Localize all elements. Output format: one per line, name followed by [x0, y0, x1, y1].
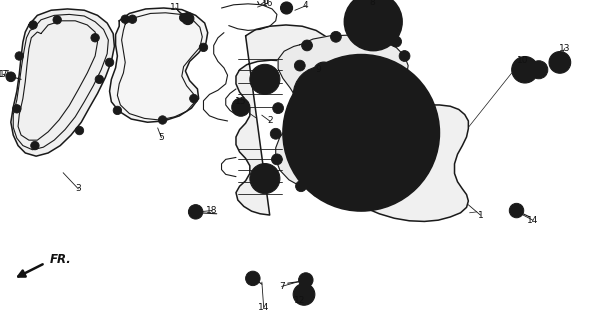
Circle shape [302, 40, 312, 51]
Text: 11: 11 [170, 4, 182, 12]
Circle shape [121, 15, 129, 23]
Text: 6: 6 [262, 0, 268, 6]
Circle shape [273, 103, 284, 114]
Circle shape [246, 271, 260, 286]
Circle shape [281, 2, 293, 14]
Circle shape [316, 88, 406, 178]
Circle shape [190, 94, 198, 103]
Circle shape [294, 60, 305, 71]
Text: 15: 15 [235, 97, 247, 106]
Text: 1: 1 [477, 211, 483, 220]
Circle shape [272, 154, 282, 165]
Circle shape [330, 187, 341, 197]
Circle shape [199, 43, 208, 52]
Circle shape [549, 52, 571, 73]
Circle shape [283, 54, 439, 211]
Text: 13: 13 [559, 44, 571, 53]
Circle shape [295, 67, 427, 199]
Circle shape [31, 141, 39, 150]
Circle shape [334, 106, 388, 160]
Circle shape [95, 75, 104, 84]
Circle shape [367, 30, 377, 41]
Circle shape [299, 273, 313, 287]
Circle shape [312, 186, 323, 197]
Text: 14: 14 [258, 303, 269, 312]
Circle shape [15, 52, 23, 60]
Circle shape [352, 1, 394, 43]
Circle shape [296, 181, 306, 192]
Circle shape [293, 67, 351, 124]
Circle shape [6, 72, 16, 82]
Text: 18: 18 [206, 206, 218, 215]
Circle shape [179, 13, 188, 22]
Text: 7: 7 [279, 282, 285, 291]
Circle shape [344, 0, 402, 51]
Circle shape [188, 204, 203, 219]
Circle shape [330, 31, 341, 42]
Circle shape [367, 186, 377, 197]
Circle shape [105, 58, 114, 67]
Circle shape [270, 128, 281, 139]
Circle shape [518, 62, 532, 77]
Text: 17: 17 [0, 70, 11, 79]
Text: 8: 8 [369, 0, 375, 7]
Circle shape [158, 116, 167, 124]
Circle shape [250, 164, 280, 194]
Circle shape [13, 105, 21, 113]
Text: 3: 3 [75, 184, 81, 193]
Circle shape [368, 17, 378, 27]
Text: 5: 5 [158, 133, 164, 142]
Circle shape [313, 62, 335, 84]
Circle shape [91, 34, 99, 42]
Text: 9: 9 [315, 65, 321, 74]
Circle shape [349, 121, 373, 145]
Text: 4: 4 [303, 1, 309, 10]
Text: 12: 12 [294, 296, 305, 305]
Text: 16: 16 [262, 0, 274, 8]
Circle shape [509, 203, 524, 218]
Text: FR.: FR. [49, 253, 71, 266]
Text: 14: 14 [527, 216, 538, 225]
Circle shape [304, 77, 340, 113]
Circle shape [399, 51, 410, 61]
Circle shape [75, 126, 84, 135]
Circle shape [53, 16, 61, 24]
Circle shape [128, 15, 137, 23]
Circle shape [512, 57, 538, 83]
Polygon shape [11, 9, 114, 156]
Circle shape [182, 12, 194, 25]
Circle shape [530, 61, 548, 79]
Circle shape [391, 36, 402, 47]
Circle shape [391, 172, 402, 183]
Circle shape [399, 110, 410, 121]
Polygon shape [110, 8, 208, 122]
Circle shape [362, 11, 384, 33]
Text: 10: 10 [517, 56, 529, 65]
Polygon shape [276, 35, 408, 193]
Circle shape [250, 64, 280, 94]
Text: 2: 2 [267, 116, 273, 125]
Circle shape [113, 106, 122, 115]
Circle shape [29, 21, 37, 29]
Circle shape [232, 98, 250, 116]
Circle shape [293, 284, 315, 305]
Text: 17: 17 [0, 70, 9, 79]
Circle shape [399, 144, 410, 155]
Polygon shape [236, 25, 468, 221]
